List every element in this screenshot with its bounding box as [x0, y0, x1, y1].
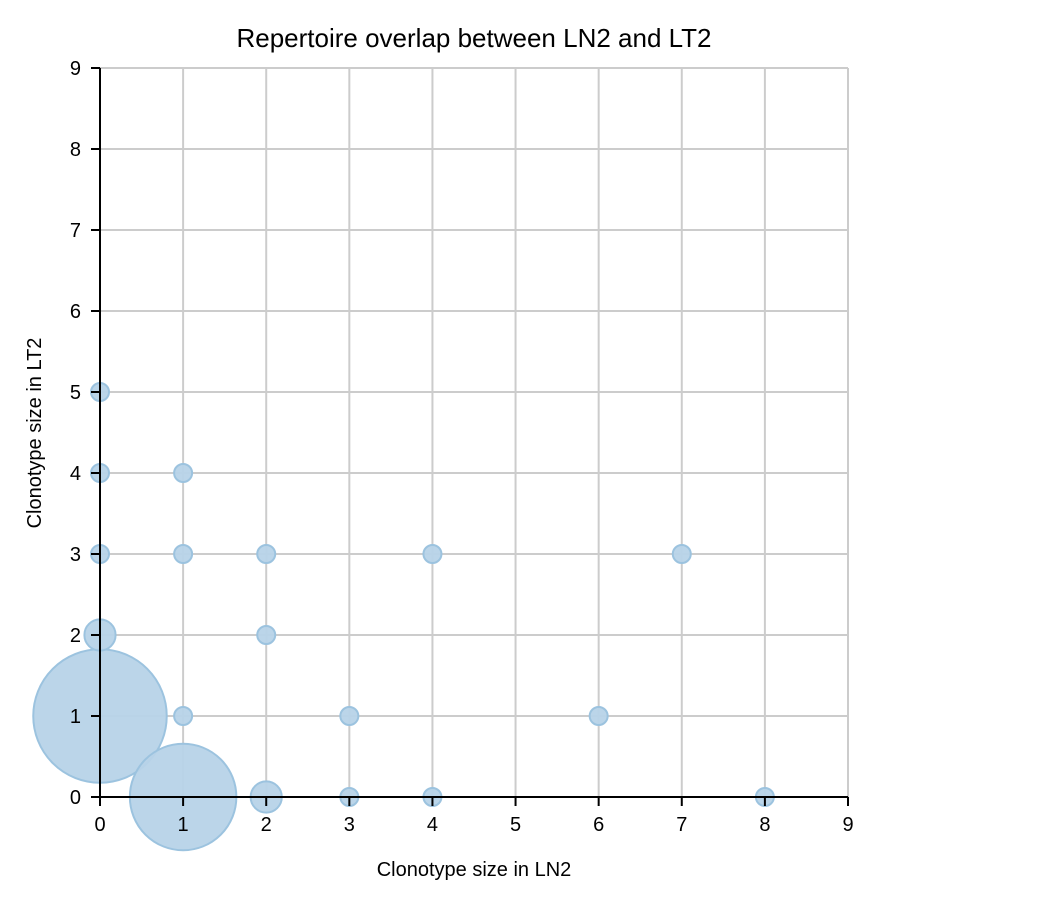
data-point	[173, 463, 194, 483]
grid	[99, 67, 849, 798]
data-point	[256, 544, 277, 564]
chart-title: Repertoire overlap between LN2 and LT2	[236, 23, 711, 53]
data-points	[32, 382, 775, 852]
data-point	[256, 625, 277, 645]
y-tick-label: 4	[70, 463, 81, 485]
data-point	[422, 544, 443, 564]
y-tick-label: 6	[70, 301, 81, 323]
y-tick-label: 5	[70, 382, 81, 404]
x-tick-label: 9	[842, 814, 853, 836]
y-tick-label: 8	[70, 139, 81, 161]
y-tick-label: 0	[70, 787, 81, 809]
data-point	[339, 706, 360, 726]
data-point	[173, 544, 194, 564]
x-tick-label: 8	[759, 814, 770, 836]
x-tick-label: 7	[676, 814, 687, 836]
x-tick-label: 3	[344, 814, 355, 836]
y-tick-label: 9	[70, 58, 81, 80]
y-tick-label: 3	[70, 544, 81, 566]
y-axis-label: Clonotype size in LT2	[24, 338, 46, 529]
data-point	[588, 706, 609, 726]
data-point	[173, 706, 194, 726]
y-tick-label: 2	[70, 625, 81, 647]
x-tick-label: 6	[593, 814, 604, 836]
data-point	[671, 544, 692, 564]
x-tick-label: 0	[94, 814, 105, 836]
x-axis-label: Clonotype size in LN2	[377, 859, 572, 881]
y-tick-label: 1	[70, 706, 81, 728]
x-tick-label: 5	[510, 814, 521, 836]
x-tick-label: 4	[427, 814, 438, 836]
axes: 0 1 2 3 4 5 6 7 8 9 0 1 2 3 4 5 6 7 8 9	[70, 58, 854, 836]
x-tick-label: 2	[261, 814, 272, 836]
y-tick-label: 7	[70, 220, 81, 242]
x-tick-label: 1	[178, 814, 189, 836]
